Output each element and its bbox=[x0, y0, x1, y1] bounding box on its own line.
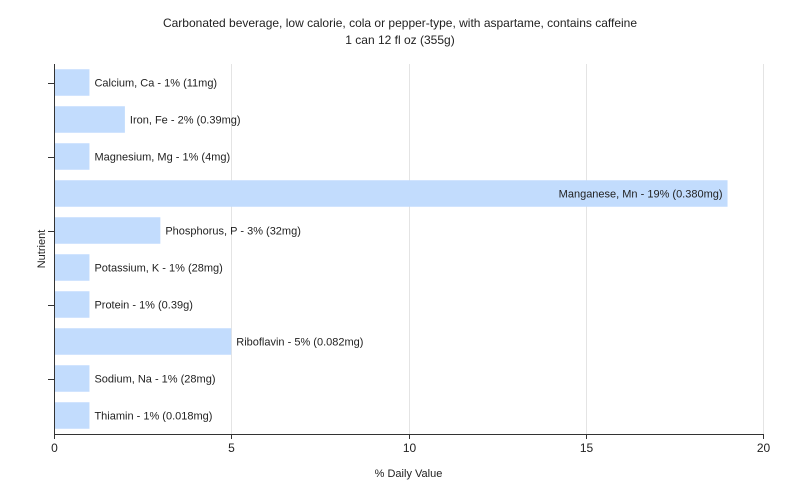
bar-label: Protein - 1% (0.39g) bbox=[94, 300, 192, 312]
bar bbox=[55, 291, 90, 318]
bar-label: Sodium, Na - 1% (28mg) bbox=[94, 374, 215, 386]
bar-label: Magnesium, Mg - 1% (4mg) bbox=[94, 152, 230, 164]
bar bbox=[55, 402, 90, 429]
chart-subtitle: 1 can 12 fl oz (355g) bbox=[345, 33, 455, 47]
bar bbox=[55, 217, 161, 244]
bar bbox=[55, 106, 125, 133]
bar-label: Phosphorus, P - 3% (32mg) bbox=[165, 226, 301, 238]
x-tick-label: 20 bbox=[757, 441, 771, 455]
bar-label: Riboflavin - 5% (0.082mg) bbox=[236, 337, 363, 349]
bar-label: Manganese, Mn - 19% (0.380mg) bbox=[559, 189, 723, 201]
bar-label: Calcium, Ca - 1% (11mg) bbox=[94, 78, 217, 90]
x-tick-label: 10 bbox=[403, 441, 417, 455]
bar bbox=[55, 328, 232, 355]
bar bbox=[55, 143, 90, 170]
chart-title: Carbonated beverage, low calorie, cola o… bbox=[162, 16, 638, 30]
bar bbox=[55, 69, 90, 96]
x-tick-label: 15 bbox=[580, 441, 594, 455]
bar-label: Iron, Fe - 2% (0.39mg) bbox=[130, 115, 241, 127]
bar bbox=[55, 180, 728, 207]
x-axis-title: % Daily Value bbox=[375, 468, 443, 480]
x-tick-label: 5 bbox=[228, 441, 235, 455]
bar-label: Thiamin - 1% (0.018mg) bbox=[94, 411, 212, 423]
bar bbox=[55, 254, 90, 281]
x-tick-label: 0 bbox=[51, 441, 58, 455]
y-axis-title: Nutrient bbox=[36, 230, 48, 269]
bar-label: Potassium, K - 1% (28mg) bbox=[94, 263, 222, 275]
bar bbox=[55, 365, 90, 392]
